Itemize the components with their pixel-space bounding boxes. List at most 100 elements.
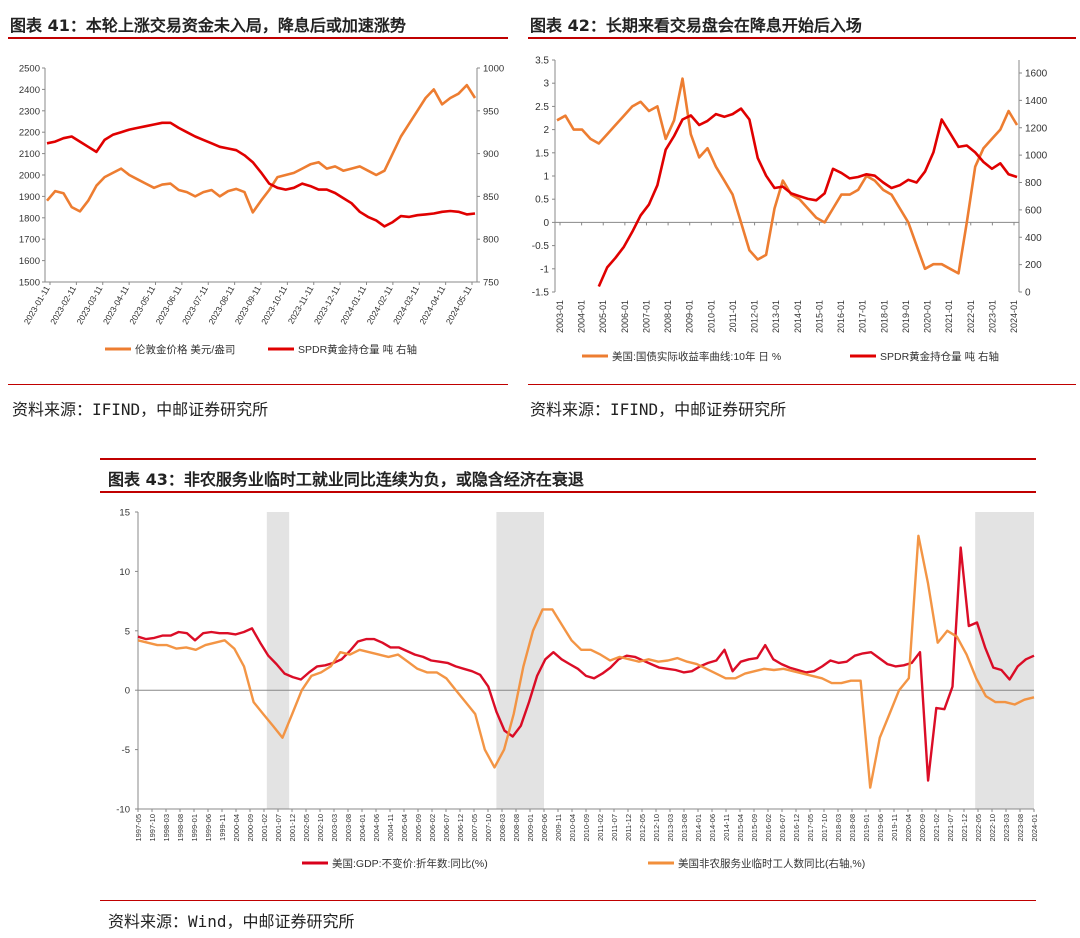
y-tick-label: 2200 — [19, 128, 40, 139]
x-tick-label: 1999-01 — [190, 814, 199, 842]
y-tick-label: 1.5 — [535, 148, 549, 159]
y-tick-label: 1200 — [1025, 123, 1048, 134]
x-tick-label: 2008-01 — [663, 300, 673, 333]
y-tick-label: 1500 — [19, 278, 40, 289]
x-tick-label: 2013-08 — [680, 814, 689, 842]
x-tick-label: 2024-01 — [1030, 814, 1039, 842]
x-tick-label: 2002-05 — [302, 814, 311, 842]
x-tick-label: 2006-01 — [620, 300, 630, 333]
x-tick-label: 2015-04 — [736, 814, 745, 842]
recession-band — [267, 512, 289, 809]
source-note: 资料来源：IFIND，中邮证券研究所 — [12, 396, 268, 420]
y-tick-label: 1700 — [19, 235, 40, 246]
chart-43: 151050-5-10 1997-05 1997-10 1998-03 1998-08… — [90, 494, 1050, 894]
x-tick-label: 2009-01 — [685, 300, 695, 333]
x-tick-label: 2021-01 — [944, 300, 954, 333]
x-tick-label: 2024-01-11 — [338, 284, 368, 326]
y-tick-label: -0.5 — [532, 241, 550, 252]
chart-title: 图表 42：长期来看交易盘会在降息开始后入场 — [530, 12, 862, 36]
y-tick-label: 15 — [119, 508, 130, 519]
x-tick-label: 2012-10 — [652, 814, 661, 842]
y-tick-label: 1000 — [483, 64, 504, 75]
x-tick-label: 2017-01 — [858, 300, 868, 333]
y-tick-label: -5 — [122, 745, 130, 756]
x-tick-label: 2006-02 — [428, 814, 437, 842]
y-tick-label: 800 — [1025, 178, 1042, 189]
title-rule-top — [100, 458, 1036, 460]
y-tick-label: 200 — [1025, 260, 1042, 271]
x-tick-label: 2018-08 — [848, 814, 857, 842]
x-tick-label: 2004-11 — [386, 814, 395, 841]
y-tick-label: 0 — [1025, 288, 1031, 299]
x-tick-label: 2023-12-11 — [312, 284, 342, 326]
chart-bottom-rule — [100, 900, 1036, 901]
x-tick-label: 2010-04 — [568, 814, 577, 842]
x-tick-label: 2023-01 — [987, 300, 997, 333]
legend-label: 美国:国债实际收益率曲线:10年 日 % — [612, 350, 781, 363]
x-tick-label: 2023-01-11 — [22, 284, 52, 326]
x-tick-label: 2003-08 — [344, 814, 353, 842]
x-tick-label: 2022-01 — [966, 300, 976, 333]
x-tick-label: 2023-02-11 — [48, 284, 78, 326]
x-tick-label: 2010-09 — [582, 814, 591, 842]
x-tick-label: 2016-02 — [764, 814, 773, 842]
source-note: 资料来源：IFIND，中邮证券研究所 — [530, 396, 786, 420]
x-tick-label: 2019-01 — [862, 814, 871, 842]
x-tick-label: 2017-10 — [820, 814, 829, 842]
y-tick-label: 600 — [1025, 205, 1042, 216]
y-tick-label: 5 — [125, 626, 130, 637]
x-tick-label: 2020-01 — [923, 300, 933, 333]
x-tick-label: 2008-08 — [512, 814, 521, 842]
x-tick-label: 2005-01 — [598, 300, 608, 333]
y-tick-label: 0 — [125, 686, 130, 697]
spdr-holdings-line — [599, 109, 1017, 287]
x-tick-label: 2010-01 — [706, 300, 716, 333]
x-tick-label: 1997-10 — [148, 814, 157, 842]
source-note: 资料来源：Wind，中邮证券研究所 — [108, 908, 355, 932]
x-tick-label: 1998-03 — [162, 814, 171, 842]
x-tick-label: 2005-09 — [414, 814, 423, 842]
x-tick-label: 2014-11 — [722, 814, 731, 841]
x-tick-label: 2016-07 — [778, 814, 787, 842]
x-tick-label: 2012-01 — [750, 300, 760, 333]
x-tick-label: 2001-07 — [274, 814, 283, 842]
y-tick-label: 3 — [543, 79, 549, 90]
y-tick-label: 850 — [483, 192, 499, 203]
x-tick-label: 2007-05 — [470, 814, 479, 842]
x-tick-label: 1999-06 — [204, 814, 213, 842]
x-tick-label: 2011-01 — [728, 300, 738, 332]
x-tick-label: 2007-01 — [641, 300, 651, 333]
y-tick-label: 0 — [543, 218, 549, 229]
y-tick-label: 2100 — [19, 149, 40, 160]
x-tick-label: 1997-05 — [134, 814, 143, 842]
x-tick-label: 2017-05 — [806, 814, 815, 842]
y-tick-label: 0.5 — [535, 195, 549, 206]
x-tick-label: 2023-08-11 — [206, 284, 236, 326]
x-tick-label: 2021-02 — [932, 814, 941, 842]
x-tick-label: 2009-01 — [526, 814, 535, 842]
x-tick-label: 2024-03-11 — [391, 284, 421, 326]
x-tick-label: 2023-04-11 — [101, 284, 131, 326]
chart-42: 3.532.521.510.50-0.5-1-1.5 1600140012001… — [520, 38, 1080, 388]
chart-bottom-rule — [8, 384, 508, 385]
x-tick-label: 2006-07 — [442, 814, 451, 842]
x-tick-label: 2024-05-11 — [444, 284, 474, 326]
legend-label: SPDR黄金持仓量 吨 右轴 — [880, 350, 999, 363]
chart-title: 图表 41：本轮上涨交易资金未入局，降息后或加速涨势 — [10, 12, 406, 36]
x-tick-label: 2012-05 — [638, 814, 647, 842]
x-tick-label: 2011-07 — [610, 814, 619, 841]
legend-label: 美国非农服务业临时工人数同比(右轴,%) — [678, 857, 865, 870]
x-tick-label: 2000-09 — [246, 814, 255, 842]
y-tick-label: 900 — [483, 149, 499, 160]
chart-41: 2500240023002200210020001900180017001600… — [0, 38, 520, 388]
chart-bottom-rule — [528, 384, 1076, 385]
x-tick-label: 2015-01 — [814, 300, 824, 333]
x-tick-label: 2013-01 — [771, 300, 781, 333]
x-tick-label: 2013-03 — [666, 814, 675, 842]
x-tick-label: 2014-01 — [694, 814, 703, 842]
x-tick-label: 2023-03 — [1002, 814, 1011, 842]
y-tick-label: -10 — [116, 805, 130, 816]
x-tick-label: 2020-04 — [904, 814, 913, 842]
x-tick-label: 2004-01 — [577, 300, 587, 333]
x-tick-label: 2023-09-11 — [233, 284, 263, 326]
